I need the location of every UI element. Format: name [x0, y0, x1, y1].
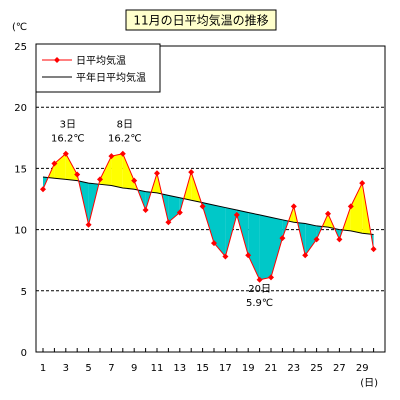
daily-point [325, 210, 331, 217]
chart-title: 11月の日平均気温の推移 [133, 13, 268, 28]
daily-point [62, 150, 69, 157]
legend-daily-label: 日平均気温 [76, 54, 126, 67]
x-tick-label: 15 [196, 363, 209, 374]
daily-point [154, 170, 160, 177]
daily-point [85, 221, 92, 228]
y-tick-label: 25 [14, 42, 27, 53]
daily-point [347, 203, 354, 210]
y-tick-label: 20 [14, 103, 27, 114]
below-normal-fill [305, 223, 317, 256]
x-tick-label: 13 [173, 363, 186, 374]
below-normal-fill [168, 195, 180, 223]
above-normal-fill [65, 153, 78, 181]
x-tick-label: 29 [356, 363, 369, 374]
annotation-day: 3日 [60, 120, 76, 131]
daily-point [211, 240, 217, 247]
legend-daily-marker [54, 57, 60, 63]
annotation-day: 8日 [117, 120, 133, 131]
daily-point [97, 176, 103, 183]
annotation-temp: 5.9℃ [246, 298, 273, 309]
daily-point [199, 203, 206, 210]
normal-line [42, 176, 374, 235]
daily-point [176, 209, 183, 216]
above-normal-fill [350, 183, 363, 234]
plot-frame [35, 45, 386, 353]
annotations: 3日 16.2℃ 8日 16.2℃ 20日 5.9℃ [51, 120, 273, 309]
daily-point [131, 177, 138, 184]
chart-title-box: 11月の日平均気温の推移 [125, 9, 277, 31]
annotation-day: 20日 [248, 284, 271, 295]
x-tick-label: 7 [108, 363, 114, 374]
annotation-temp: 16.2℃ [51, 134, 85, 145]
y-axis-ticks: 0 5 10 15 20 25 [14, 42, 27, 359]
daily-point [370, 246, 377, 253]
daily-series [40, 150, 377, 283]
x-tick-label: 21 [265, 363, 278, 374]
x-tick-label: 19 [242, 363, 255, 374]
daily-point [313, 236, 320, 243]
x-tick-label: 23 [287, 363, 300, 374]
daily-point [245, 252, 252, 259]
daily-point [268, 274, 274, 281]
daily-point [188, 169, 195, 176]
x-tick-label: 11 [151, 363, 164, 374]
above-normal-fill [122, 153, 135, 190]
daily-point [302, 252, 309, 259]
daily-point [119, 150, 126, 157]
above-normal-fill [100, 156, 112, 186]
legend-normal-label: 平年日平均気温 [76, 71, 146, 84]
grid-lines [36, 106, 385, 292]
daily-point [142, 207, 149, 214]
legend-box [35, 43, 161, 93]
below-normal-fill [248, 212, 260, 280]
above-normal-fill [54, 153, 66, 180]
annotation-temp: 16.2℃ [108, 134, 142, 145]
daily-point [359, 180, 366, 187]
above-normal-fill [111, 153, 123, 188]
difference-fills [43, 153, 374, 280]
x-tick-label: 9 [131, 363, 137, 374]
x-tick-label: 5 [85, 363, 91, 374]
daily-point [279, 235, 286, 242]
daily-point [290, 203, 297, 210]
daily-point [336, 236, 343, 243]
x-tick-label: 3 [63, 363, 69, 374]
x-tick-label: 27 [333, 363, 346, 374]
below-normal-fill [271, 217, 283, 278]
daily-point [108, 153, 115, 160]
daily-line [42, 152, 375, 281]
x-tick-label: 1 [40, 363, 46, 374]
y-tick-label: 10 [14, 226, 27, 237]
legend: 日平均気温 平年日平均気温 [35, 43, 161, 93]
chart-title-background [125, 9, 277, 31]
y-tick-label: 15 [14, 164, 27, 175]
x-axis-ticks: 1 3 5 7 9 11 13 15 17 19 21 23 25 27 29 [40, 348, 375, 374]
x-tick-label: 25 [310, 363, 323, 374]
daily-point [74, 171, 81, 178]
normal-series [42, 176, 374, 235]
daily-point [165, 219, 172, 226]
daily-point [51, 160, 58, 167]
daily-point [233, 211, 240, 218]
y-tick-label: 5 [21, 287, 27, 298]
daily-point [40, 186, 46, 193]
x-tick-label: 17 [219, 363, 232, 374]
daily-point [222, 253, 229, 260]
y-unit-label: (℃ [12, 22, 27, 33]
below-normal-fill [214, 205, 226, 257]
below-normal-fill [259, 214, 271, 280]
y-tick-label: 0 [21, 348, 27, 359]
x-unit-label: (日) [360, 378, 378, 389]
daily-point [256, 276, 263, 283]
